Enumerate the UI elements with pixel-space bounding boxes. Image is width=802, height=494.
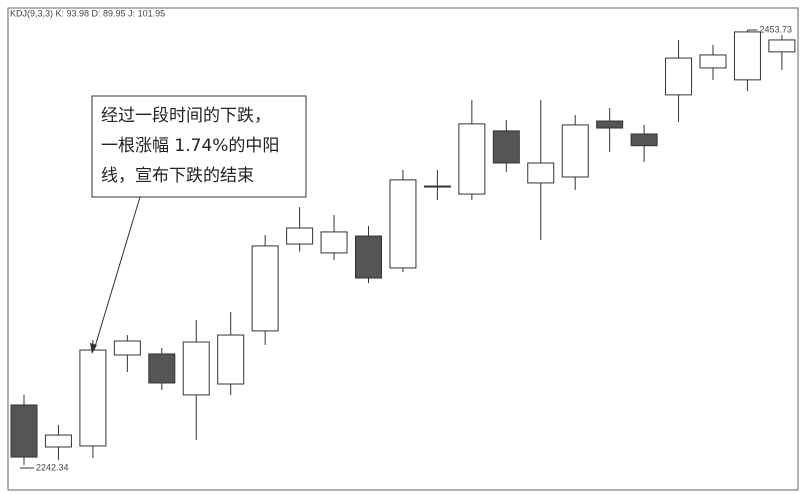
- plot-frame: [7, 7, 799, 491]
- arrow-head: [90, 343, 97, 354]
- candle-body: [355, 235, 382, 279]
- candle-body: [423, 185, 451, 188]
- candle-body: [630, 133, 658, 147]
- candle-body: [596, 120, 624, 129]
- candle-body: [79, 349, 107, 447]
- indicator-header: KDJ(9,3,3) K: 93.98 D: 89.95 J: 101.95: [10, 8, 165, 18]
- annotation-box: [91, 95, 307, 198]
- candles: [10, 30, 796, 465]
- candle-body: [182, 341, 210, 396]
- min-label: 2242.34: [36, 462, 69, 472]
- candle-body: [217, 334, 245, 385]
- candle-body: [251, 245, 279, 332]
- candle-body: [320, 231, 348, 254]
- candle-body: [527, 162, 555, 184]
- candle-body: [733, 31, 761, 81]
- candle-body: [492, 130, 520, 164]
- candle-body: [44, 434, 72, 448]
- candle-body: [10, 404, 38, 458]
- max-label: 2453.73: [759, 24, 792, 34]
- candle-body: [286, 227, 314, 245]
- candle-body: [148, 353, 176, 384]
- candle-body: [458, 123, 486, 195]
- annotation-line: 一根涨幅 1.74%的中阳: [101, 136, 279, 156]
- candle-body: [768, 39, 796, 53]
- candle-body: [665, 57, 693, 96]
- annotation-line: 经过一段时间的下跌，: [101, 106, 271, 126]
- candle-body: [113, 340, 141, 356]
- annotation-line: 线，宣布下跌的结束: [101, 166, 254, 186]
- candle-body: [389, 179, 417, 269]
- annotation-arrow: [93, 196, 141, 351]
- candle-body: [561, 124, 589, 178]
- candle-body: [699, 54, 727, 69]
